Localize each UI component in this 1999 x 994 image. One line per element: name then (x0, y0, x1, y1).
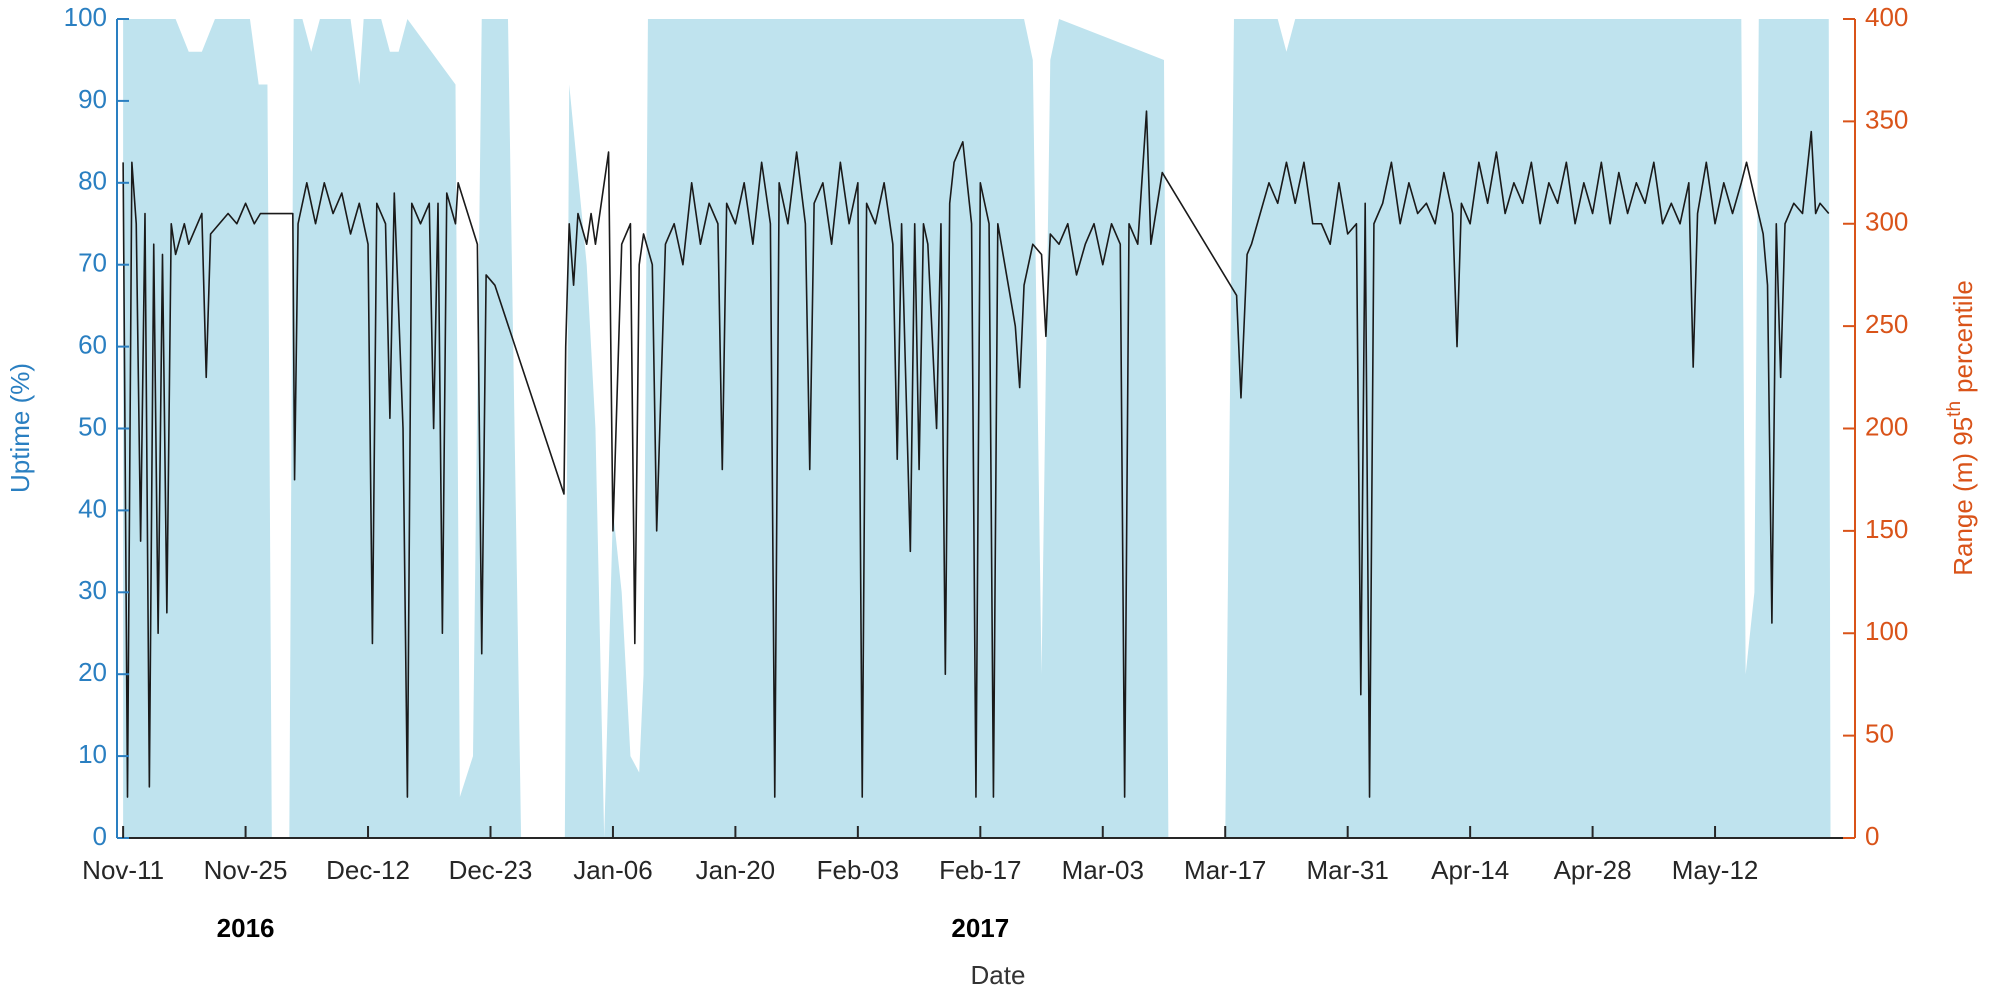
year-annotation: 2017 (951, 913, 1009, 943)
x-tick-label: Feb-03 (817, 855, 899, 885)
y-tick-label: 60 (78, 329, 107, 359)
x-tick-label: Dec-23 (449, 855, 533, 885)
y-tick-label: 10 (78, 739, 107, 769)
x-tick-label: Mar-17 (1184, 855, 1266, 885)
y-tick-label: 70 (78, 248, 107, 278)
y-tick-label: 90 (78, 84, 107, 114)
y2-tick-label: 350 (1865, 104, 1908, 134)
y-tick-label: 0 (93, 821, 107, 851)
x-tick-label: Mar-03 (1062, 855, 1144, 885)
x-tick-label: Apr-14 (1431, 855, 1509, 885)
y2-tick-label: 250 (1865, 309, 1908, 339)
y2-tick-label: 400 (1865, 2, 1908, 32)
y2-tick-label: 50 (1865, 719, 1894, 749)
y-tick-label: 20 (78, 657, 107, 687)
x-tick-label: Nov-11 (82, 855, 164, 885)
range-line (122, 110, 1830, 798)
x-tick-label: Apr-28 (1554, 855, 1632, 885)
uptime-area (123, 19, 1831, 838)
y-tick-label: 40 (78, 493, 107, 523)
x-axis-label: Date (971, 960, 1026, 990)
y2-label-rest: percentile (1948, 280, 1978, 393)
x-tick-label: Dec-12 (326, 855, 410, 885)
y2-tick-label: 150 (1865, 514, 1908, 544)
y-tick-label: 50 (78, 411, 107, 441)
x-tick-label: Mar-31 (1307, 855, 1389, 885)
y2-tick-label: 300 (1865, 207, 1908, 237)
x-tick-label: May-12 (1672, 855, 1759, 885)
y-tick-label: 30 (78, 575, 107, 605)
y2-tick-label: 100 (1865, 616, 1908, 646)
y-tick-label: 80 (78, 166, 107, 196)
x-tick-label: Nov-25 (204, 855, 288, 885)
y2-label-main: Range (m) 95 (1948, 417, 1978, 576)
y2-tick-label: 0 (1865, 821, 1879, 851)
y-axis-label: Uptime (%) (5, 363, 35, 493)
y-tick-label: 100 (64, 2, 107, 32)
y2-tick-label: 200 (1865, 411, 1908, 441)
x-tick-label: Jan-20 (696, 855, 776, 885)
year-annotation: 2016 (217, 913, 275, 943)
y2-axis-label: Range (m) 95th percentile (1944, 280, 1978, 576)
y2-label-sup: th (1944, 401, 1965, 417)
x-tick-label: Jan-06 (573, 855, 653, 885)
x-tick-label: Feb-17 (939, 855, 1021, 885)
